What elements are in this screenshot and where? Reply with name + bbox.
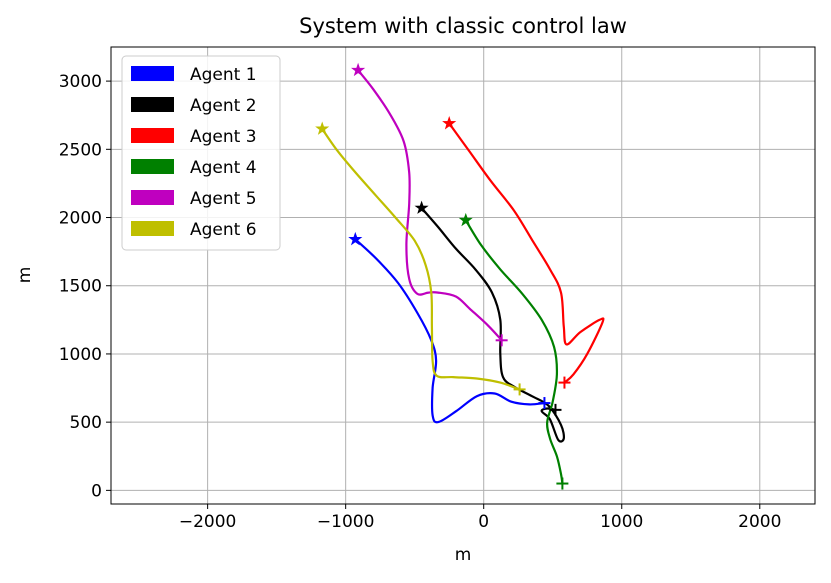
x-axis-ticks: −2000 −1000 0 1000 2000 — [179, 504, 781, 532]
x-tick-label: 0 — [478, 512, 489, 532]
y-axis-ticks: 0 500 1000 1500 2000 2500 3000 — [59, 72, 111, 501]
legend: Agent 1 Agent 2 Agent 3 Agent 4 Agent 5 Agent… — [121, 55, 281, 251]
y-axis-label: m — [15, 267, 35, 284]
legend-label-2: Agent 2 — [190, 96, 257, 116]
end-plus-marker-2 — [549, 403, 562, 416]
legend-swatch-1 — [131, 66, 174, 81]
legend-swatch-3 — [131, 128, 174, 143]
legend-swatch-5 — [131, 190, 174, 205]
end-plus-marker-5 — [495, 334, 508, 347]
start-star-marker-3 — [442, 115, 457, 130]
markers-layer — [315, 62, 571, 490]
start-star-marker-6 — [315, 121, 330, 135]
legend-swatch-4 — [131, 159, 174, 174]
series-line-5 — [357, 69, 503, 342]
y-tick-label: 2000 — [59, 209, 102, 229]
legend-label-5: Agent 5 — [190, 189, 257, 209]
legend-label-4: Agent 4 — [190, 158, 257, 178]
y-tick-label: 3000 — [59, 72, 102, 92]
y-tick-label: 500 — [70, 413, 102, 433]
plot-frame — [110, 46, 816, 505]
series-layer — [321, 69, 605, 485]
legend-label-1: Agent 1 — [190, 65, 257, 85]
end-plus-marker-4 — [556, 477, 569, 490]
start-star-marker-1 — [348, 231, 363, 246]
series-line-4 — [464, 219, 564, 485]
legend-label-6: Agent 6 — [190, 220, 257, 240]
x-axis-label: m — [455, 545, 472, 565]
legend-swatch-2 — [131, 97, 174, 112]
x-tick-label: −2000 — [179, 512, 237, 532]
legend-swatch-6 — [131, 221, 174, 236]
start-star-marker-2 — [414, 200, 429, 214]
end-plus-marker-6 — [513, 383, 526, 396]
series-line-3 — [448, 122, 605, 384]
start-star-marker-4 — [458, 212, 473, 227]
x-tick-label: −1000 — [317, 512, 375, 532]
end-plus-marker-1 — [538, 397, 551, 410]
start-star-marker-5 — [351, 62, 366, 77]
end-plus-marker-3 — [558, 376, 571, 389]
series-line-6 — [321, 127, 521, 391]
legend-label-3: Agent 3 — [190, 127, 257, 147]
x-tick-label: 2000 — [738, 512, 781, 532]
y-tick-label: 1000 — [59, 345, 102, 365]
series-line-1 — [354, 238, 546, 424]
y-tick-label: 0 — [91, 481, 102, 501]
y-tick-label: 1500 — [59, 277, 102, 297]
x-tick-label: 1000 — [600, 512, 643, 532]
y-tick-label: 2500 — [59, 140, 102, 160]
chart-title: System with classic control law — [299, 14, 627, 38]
series-line-2 — [420, 206, 565, 443]
